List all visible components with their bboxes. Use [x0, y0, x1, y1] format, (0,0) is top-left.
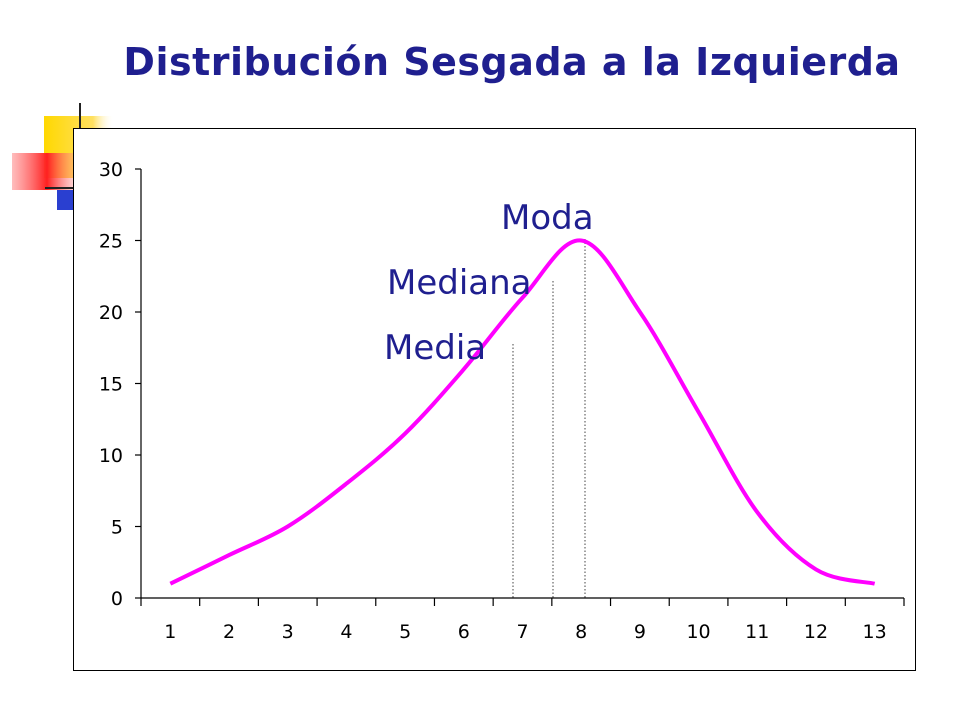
x-tick-label: 12	[804, 621, 828, 643]
x-tick-label: 8	[575, 621, 587, 643]
x-tick-label: 11	[745, 621, 769, 643]
slide-title: Distribución Sesgada a la Izquierda	[123, 40, 901, 84]
x-tick-label: 10	[686, 621, 710, 643]
annotation-label: Media	[384, 328, 486, 368]
x-tick-label: 1	[164, 621, 176, 643]
x-tick-label: 5	[399, 621, 411, 643]
y-tick-label: 0	[111, 588, 123, 610]
x-tick-label: 7	[516, 621, 528, 643]
y-tick-label: 15	[99, 374, 123, 396]
series-line	[169, 238, 876, 586]
x-tick-label: 4	[340, 621, 352, 643]
series-layer	[169, 238, 876, 586]
y-tick-label: 30	[99, 159, 123, 181]
x-tick-label: 6	[458, 621, 470, 643]
deco-red-square	[12, 153, 82, 190]
x-tick-label: 2	[223, 621, 235, 643]
x-tick-label: 13	[863, 621, 887, 643]
y-tick-label: 25	[99, 231, 123, 253]
y-tick-label: 20	[99, 302, 123, 324]
y-tick-label: 10	[99, 445, 123, 467]
annotation-label: Moda	[501, 198, 594, 238]
annotation-guides	[512, 239, 586, 598]
annotation-labels: Media Mediana Moda	[384, 198, 594, 368]
x-tick-label: 9	[634, 621, 646, 643]
annotation-label: Mediana	[387, 263, 532, 303]
y-tick-label: 5	[111, 517, 123, 539]
x-tick-label: 3	[282, 621, 294, 643]
chart-frame: 0 5 10 15 20 25 30 1 2 3 4 5 6 7 8 9 10 11 12 13 Media Media…	[73, 128, 916, 671]
